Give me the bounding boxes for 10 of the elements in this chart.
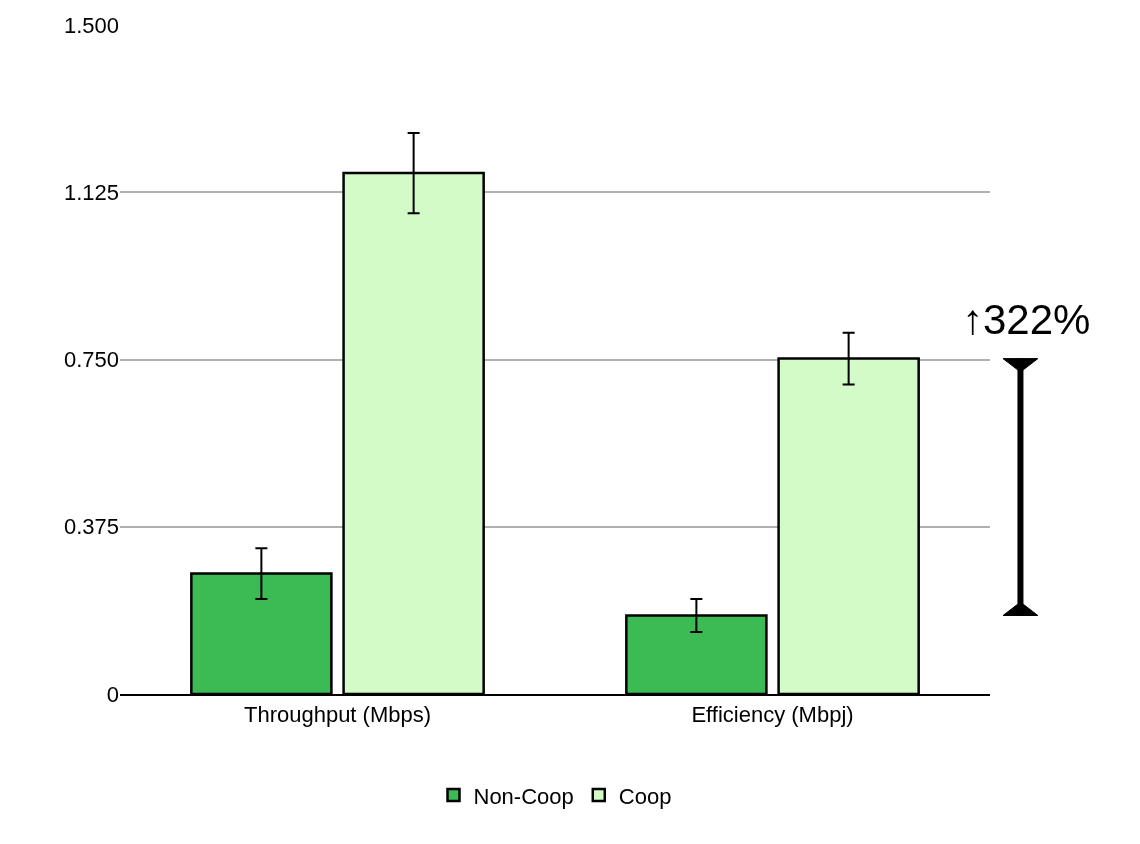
y-tick-label: 1.125 xyxy=(63,179,119,205)
y-tick-label: 0.375 xyxy=(63,514,119,540)
annotation: ↑322% xyxy=(962,296,1091,343)
legend-label: Non-Coop xyxy=(473,783,574,809)
legend-label: Coop xyxy=(618,783,672,809)
y-tick-label: 0 xyxy=(106,681,119,707)
y-tick-label: 0.750 xyxy=(63,347,119,373)
x-tick-label: Throughput (Mbps) xyxy=(243,702,432,728)
x-tick-label: Efficiency (Mbpj) xyxy=(691,702,854,728)
y-tick-label: 1.500 xyxy=(63,12,119,38)
